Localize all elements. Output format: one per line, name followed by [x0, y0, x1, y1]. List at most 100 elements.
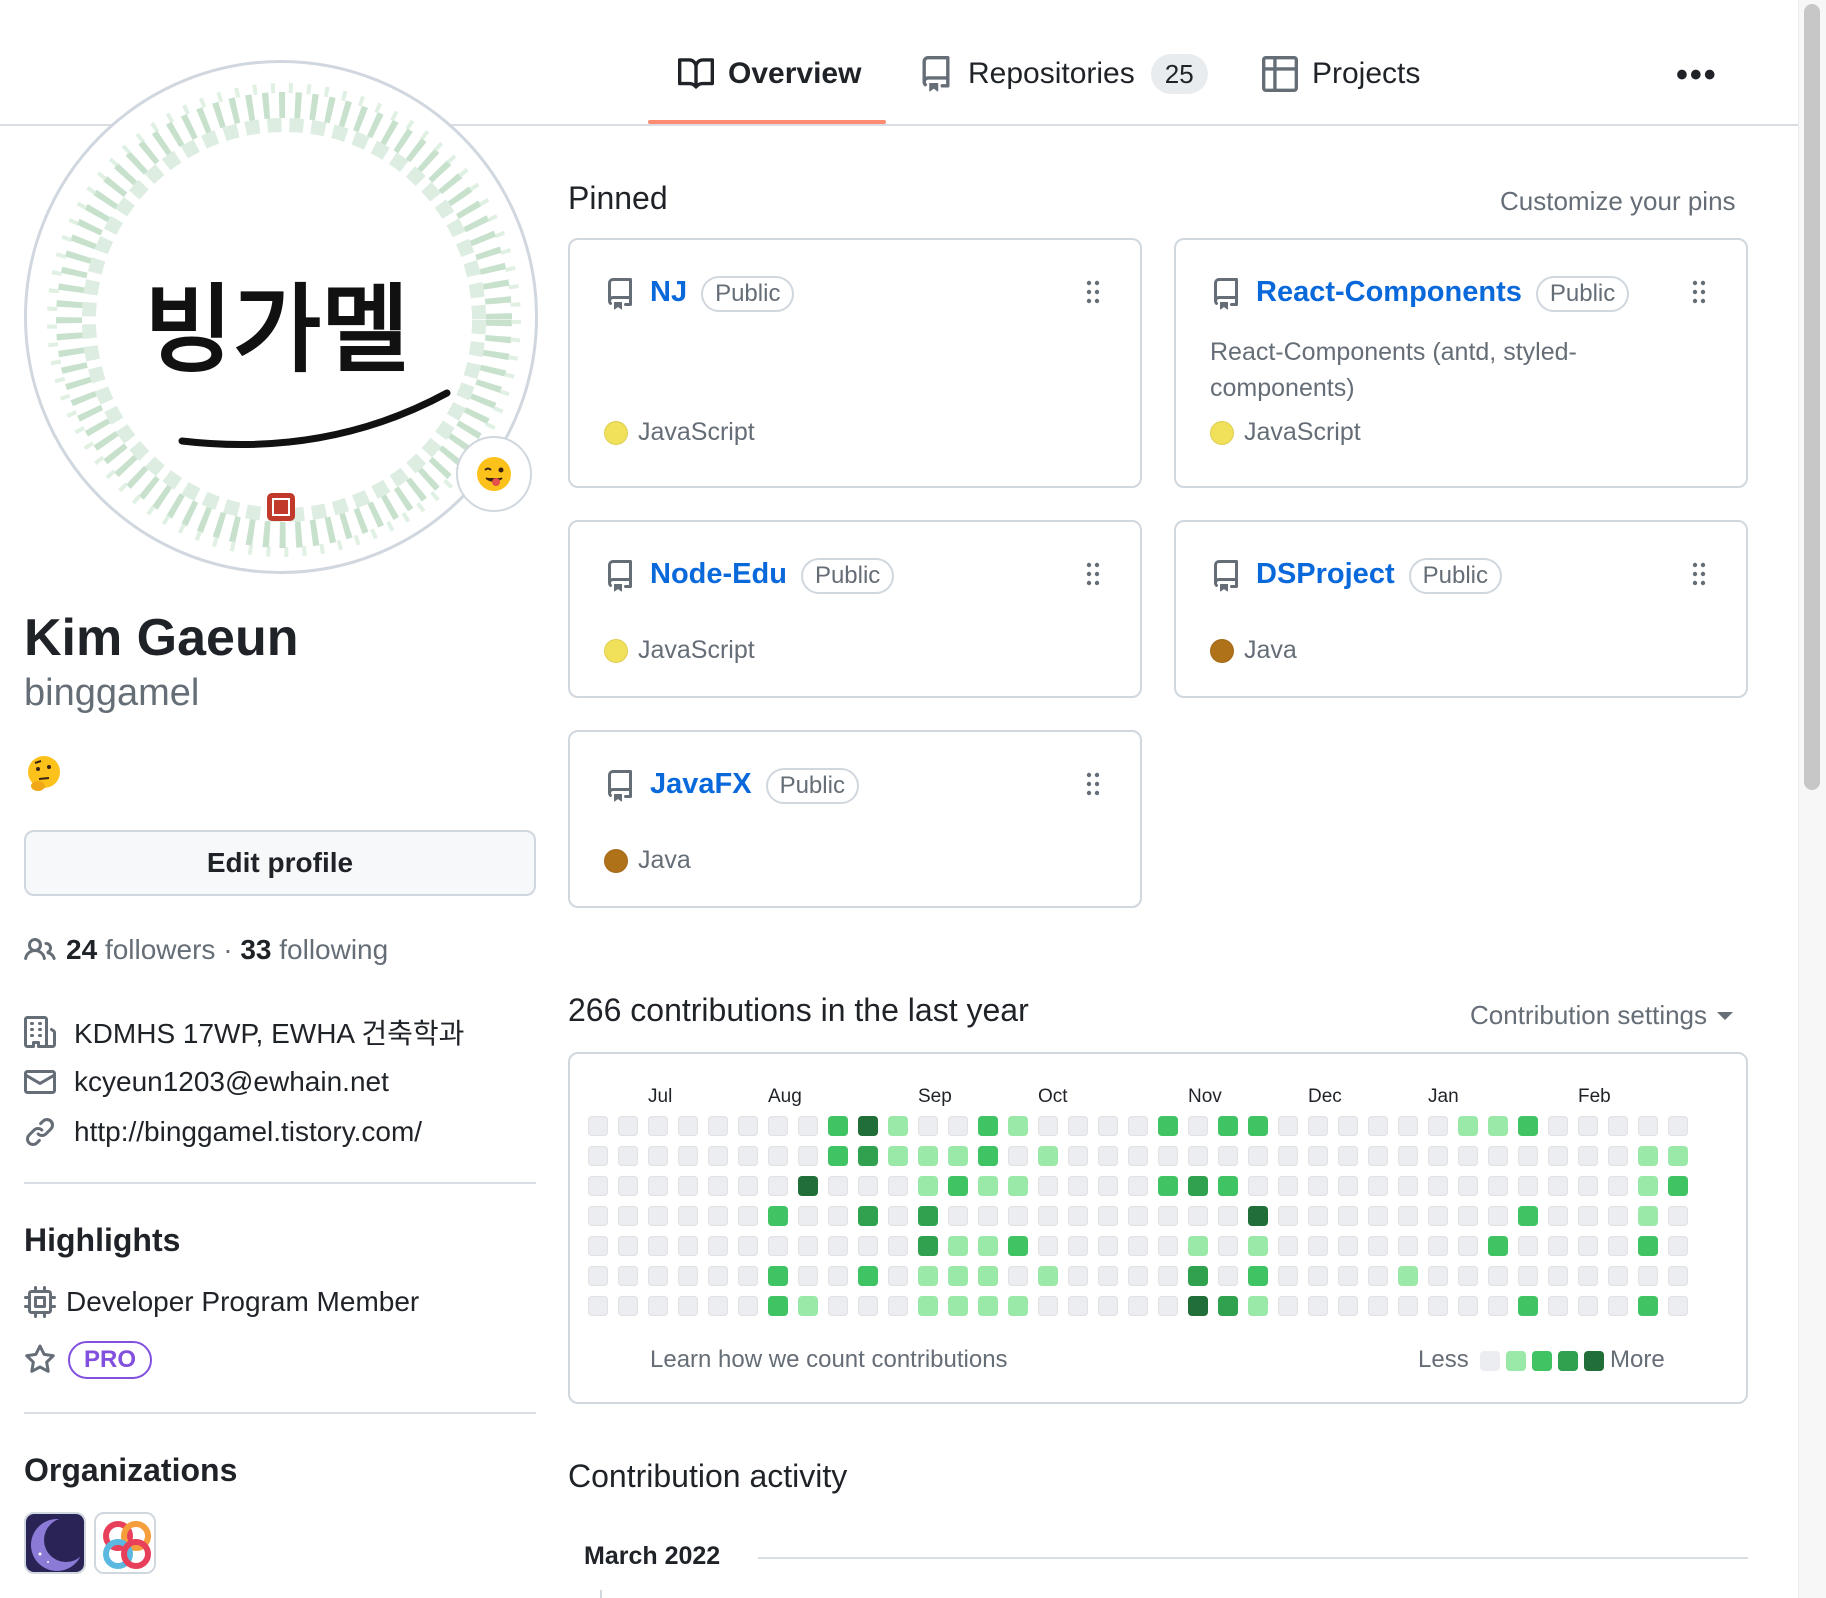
contribution-day-cell[interactable] [1068, 1206, 1088, 1226]
contribution-day-cell[interactable] [738, 1116, 758, 1136]
contribution-day-cell[interactable] [1368, 1176, 1388, 1196]
contribution-day-cell[interactable] [1218, 1206, 1238, 1226]
contribution-day-cell[interactable] [1218, 1266, 1238, 1286]
contribution-day-cell[interactable] [1458, 1146, 1478, 1166]
contribution-day-cell[interactable] [1248, 1266, 1268, 1286]
contribution-day-cell[interactable] [588, 1116, 608, 1136]
contribution-day-cell[interactable] [1008, 1266, 1028, 1286]
contribution-day-cell[interactable] [1638, 1266, 1658, 1286]
contribution-day-cell[interactable] [1488, 1236, 1508, 1256]
contribution-day-cell[interactable] [1368, 1296, 1388, 1316]
contribution-day-cell[interactable] [708, 1146, 728, 1166]
contribution-day-cell[interactable] [1308, 1266, 1328, 1286]
contribution-day-cell[interactable] [1548, 1266, 1568, 1286]
contribution-day-cell[interactable] [1398, 1266, 1418, 1286]
contribution-day-cell[interactable] [1518, 1146, 1538, 1166]
contribution-day-cell[interactable] [708, 1266, 728, 1286]
contribution-day-cell[interactable] [618, 1236, 638, 1256]
contribution-day-cell[interactable] [618, 1146, 638, 1166]
contribution-day-cell[interactable] [1428, 1266, 1448, 1286]
contribution-day-cell[interactable] [1158, 1176, 1178, 1196]
drag-handle-icon[interactable] [1086, 772, 1100, 796]
contribution-day-cell[interactable] [1188, 1146, 1208, 1166]
contribution-day-cell[interactable] [648, 1116, 668, 1136]
contribution-day-cell[interactable] [1068, 1236, 1088, 1256]
org-avatar-flower[interactable] [94, 1512, 156, 1574]
tab-overview[interactable]: Overview [678, 48, 861, 100]
repo-name-link[interactable]: DSProject [1256, 558, 1395, 590]
contribution-day-cell[interactable] [618, 1296, 638, 1316]
contribution-day-cell[interactable] [1278, 1266, 1298, 1286]
contribution-day-cell[interactable] [1308, 1176, 1328, 1196]
contribution-settings-dropdown[interactable]: Contribution settings [1470, 1000, 1734, 1031]
contribution-day-cell[interactable] [858, 1296, 878, 1316]
contribution-day-cell[interactable] [918, 1176, 938, 1196]
contribution-day-cell[interactable] [1368, 1266, 1388, 1286]
contribution-day-cell[interactable] [1488, 1176, 1508, 1196]
contribution-day-cell[interactable] [888, 1296, 908, 1316]
contribution-day-cell[interactable] [1458, 1116, 1478, 1136]
contribution-day-cell[interactable] [918, 1236, 938, 1256]
contribution-day-cell[interactable] [888, 1146, 908, 1166]
repo-name-link[interactable]: Node-Edu [650, 558, 787, 590]
contribution-day-cell[interactable] [1338, 1266, 1358, 1286]
contribution-day-cell[interactable] [588, 1236, 608, 1256]
contribution-day-cell[interactable] [858, 1116, 878, 1136]
contribution-day-cell[interactable] [768, 1296, 788, 1316]
repo-name-link[interactable]: React-Components [1256, 276, 1522, 308]
contribution-day-cell[interactable] [1428, 1176, 1448, 1196]
following-link[interactable]: 33 following [240, 934, 388, 966]
contribution-day-cell[interactable] [1008, 1296, 1028, 1316]
contribution-day-cell[interactable] [948, 1236, 968, 1256]
contribution-day-cell[interactable] [1218, 1146, 1238, 1166]
contribution-day-cell[interactable] [978, 1266, 998, 1286]
contribution-day-cell[interactable] [828, 1296, 848, 1316]
contribution-day-cell[interactable] [858, 1146, 878, 1166]
contribution-day-cell[interactable] [1488, 1116, 1508, 1136]
contribution-day-cell[interactable] [1218, 1296, 1238, 1316]
contribution-day-cell[interactable] [1488, 1296, 1508, 1316]
contribution-day-cell[interactable] [948, 1116, 968, 1136]
contribution-day-cell[interactable] [1428, 1236, 1448, 1256]
contribution-day-cell[interactable] [978, 1236, 998, 1256]
contribution-day-cell[interactable] [1338, 1296, 1358, 1316]
contribution-day-cell[interactable] [708, 1176, 728, 1196]
contribution-day-cell[interactable] [948, 1176, 968, 1196]
contribution-day-cell[interactable] [1548, 1146, 1568, 1166]
contribution-day-cell[interactable] [738, 1176, 758, 1196]
contribution-day-cell[interactable] [1278, 1116, 1298, 1136]
contribution-day-cell[interactable] [588, 1296, 608, 1316]
contribution-day-cell[interactable] [648, 1146, 668, 1166]
repo-name-link[interactable]: NJ [650, 276, 688, 308]
contribution-day-cell[interactable] [798, 1176, 818, 1196]
contribution-day-cell[interactable] [1368, 1146, 1388, 1166]
contribution-day-cell[interactable] [1608, 1266, 1628, 1286]
contribution-day-cell[interactable] [1158, 1266, 1178, 1286]
contribution-day-cell[interactable] [1668, 1296, 1688, 1316]
contribution-day-cell[interactable] [1398, 1176, 1418, 1196]
email-link[interactable]: kcyeun1203@ewhain.net [74, 1066, 389, 1097]
contribution-day-cell[interactable] [648, 1296, 668, 1316]
developer-program-highlight[interactable]: Developer Program Member [24, 1282, 419, 1322]
org-avatar-moon[interactable] [24, 1512, 86, 1574]
contribution-day-cell[interactable] [1068, 1296, 1088, 1316]
contribution-day-cell[interactable] [1398, 1146, 1418, 1166]
contribution-day-cell[interactable] [1098, 1146, 1118, 1166]
contribution-day-cell[interactable] [858, 1266, 878, 1286]
contribution-day-cell[interactable] [858, 1236, 878, 1256]
contribution-day-cell[interactable] [1488, 1206, 1508, 1226]
contribution-day-cell[interactable] [978, 1296, 998, 1316]
contribution-day-cell[interactable] [1158, 1146, 1178, 1166]
contribution-day-cell[interactable] [1128, 1296, 1148, 1316]
contribution-day-cell[interactable] [1428, 1146, 1448, 1166]
contribution-day-cell[interactable] [678, 1176, 698, 1196]
edit-profile-button[interactable]: Edit profile [24, 830, 536, 896]
contribution-day-cell[interactable] [1638, 1146, 1658, 1166]
contribution-day-cell[interactable] [678, 1146, 698, 1166]
contribution-day-cell[interactable] [1158, 1116, 1178, 1136]
contribution-day-cell[interactable] [618, 1176, 638, 1196]
contribution-day-cell[interactable] [1098, 1206, 1118, 1226]
contribution-day-cell[interactable] [918, 1266, 938, 1286]
contribution-day-cell[interactable] [1248, 1176, 1268, 1196]
contribution-day-cell[interactable] [1248, 1296, 1268, 1316]
